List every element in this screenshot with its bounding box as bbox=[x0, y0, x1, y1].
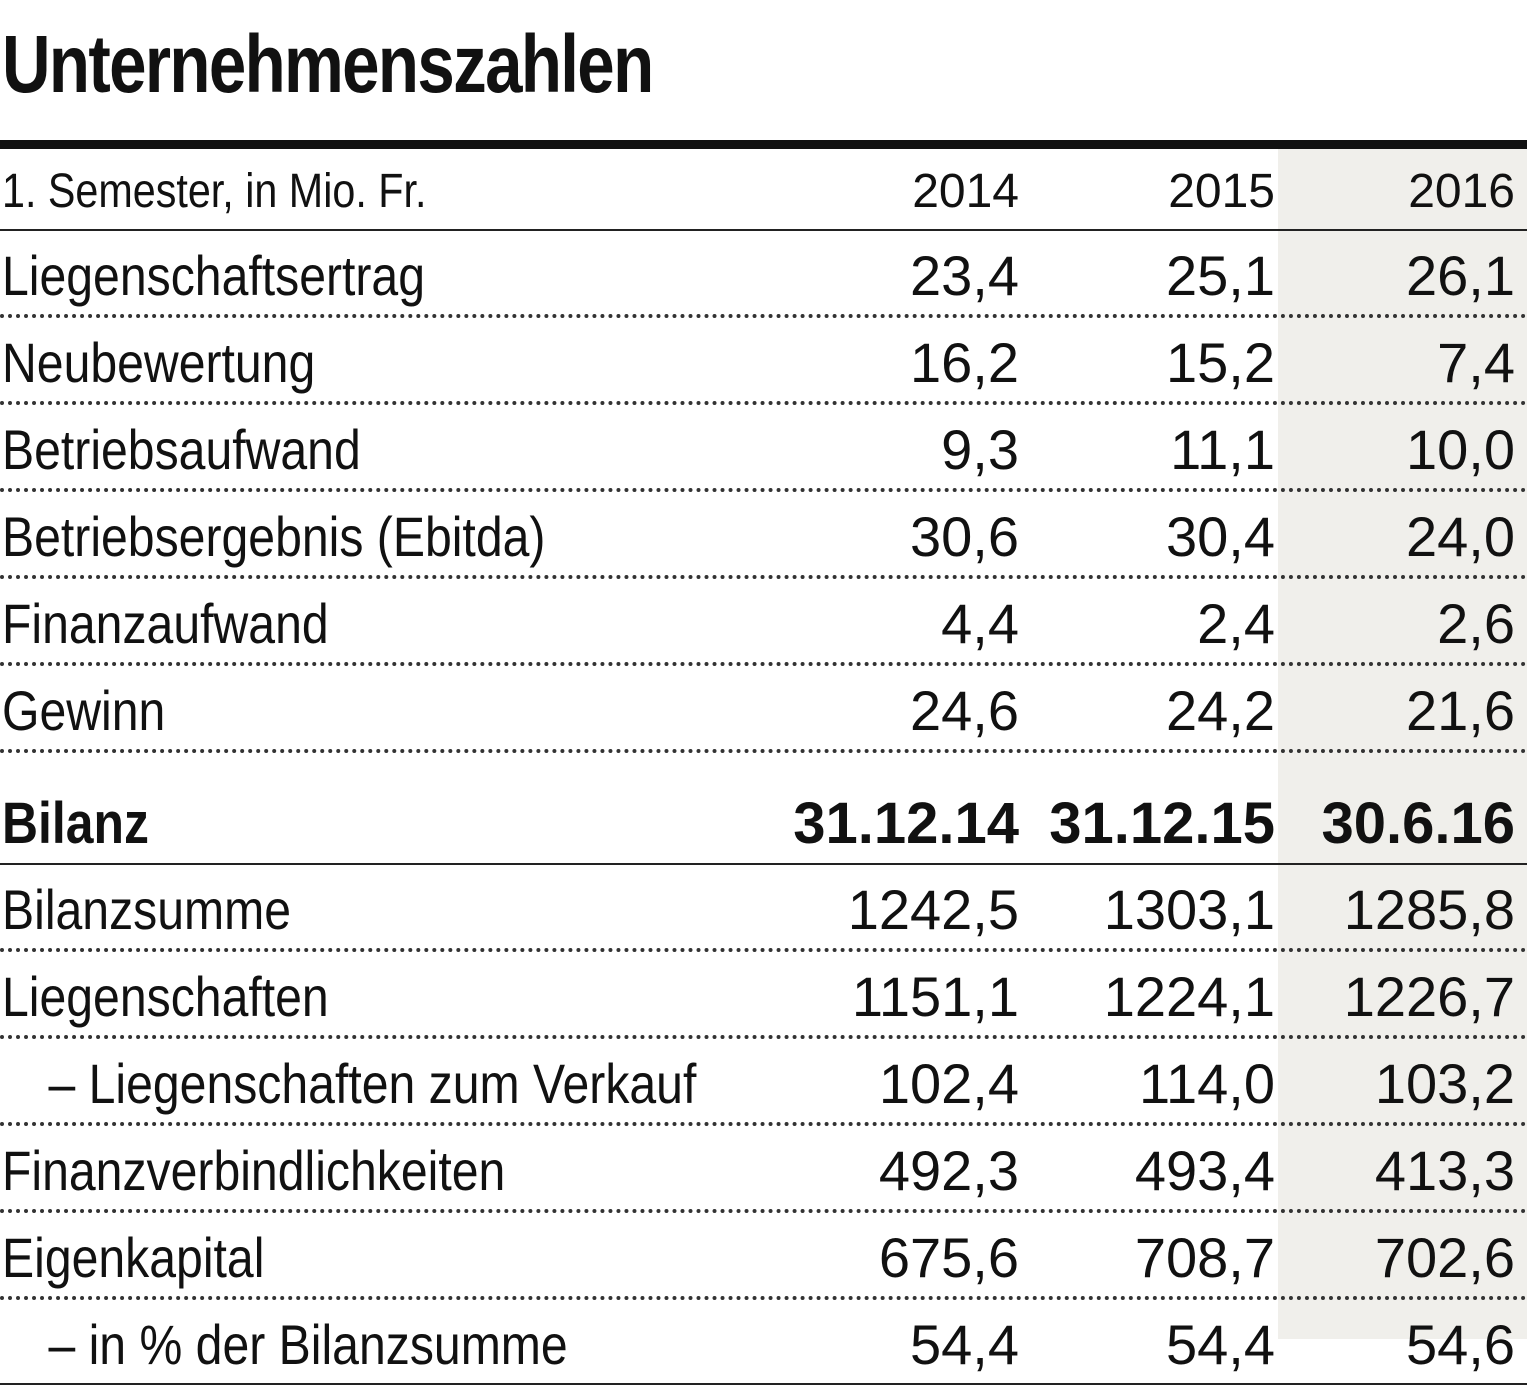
table-row: Liegenschaften 1151,1 1224,1 1226,7 bbox=[0, 952, 1527, 1039]
section-gap bbox=[0, 753, 1527, 778]
row-label: Liegenschaften bbox=[2, 965, 329, 1028]
row-value: 103,2 bbox=[1374, 1052, 1515, 1115]
row-value: 25,1 bbox=[1166, 244, 1275, 307]
top-rule bbox=[0, 140, 1527, 149]
row-value: 24,2 bbox=[1166, 679, 1275, 742]
row-value: 54,6 bbox=[1406, 1313, 1515, 1376]
row-label: Bilanzsumme bbox=[2, 878, 292, 941]
bilanz-label: Bilanz bbox=[2, 791, 149, 856]
highlight-column-2016 bbox=[1278, 149, 1527, 1339]
row-label: Liegenschaftsertrag bbox=[2, 244, 425, 307]
row-value: 702,6 bbox=[1374, 1226, 1515, 1289]
row-label: Betriebsergebnis (Ebitda) bbox=[2, 505, 546, 568]
figures-table: 1. Semester, in Mio. Fr. 2014 2015 2016 … bbox=[0, 149, 1527, 1385]
row-value: 1151,1 bbox=[851, 965, 1019, 1028]
row-value: 30,4 bbox=[1166, 505, 1275, 568]
table-row: Eigenkapital 675,6 708,7 702,6 bbox=[0, 1213, 1527, 1300]
bilanz-header-row: Bilanz 31.12.14 31.12.15 30.6.16 bbox=[0, 778, 1527, 865]
row-value: 1303,1 bbox=[1103, 878, 1275, 941]
header-col-2016: 2016 bbox=[1408, 165, 1515, 218]
table-row: Betriebsergebnis (Ebitda) 30,6 30,4 24,0 bbox=[0, 492, 1527, 579]
row-value: 493,4 bbox=[1134, 1139, 1275, 1202]
table-row: Liegenschaftsertrag 23,4 25,1 26,1 bbox=[0, 231, 1527, 318]
bilanz-col-1: 31.12.14 bbox=[793, 791, 1019, 856]
row-value: 708,7 bbox=[1134, 1226, 1275, 1289]
row-value: 23,4 bbox=[910, 244, 1019, 307]
row-value: 1242,5 bbox=[847, 878, 1019, 941]
row-value: 114,0 bbox=[1139, 1052, 1275, 1115]
table-row: Gewinn 24,6 24,2 21,6 bbox=[0, 666, 1527, 753]
row-value: 24,0 bbox=[1406, 505, 1515, 568]
row-label: Eigenkapital bbox=[2, 1226, 265, 1289]
row-label: – Liegenschaften zum Verkauf bbox=[48, 1052, 697, 1115]
table-row: Neubewertung 16,2 15,2 7,4 bbox=[0, 318, 1527, 405]
row-value: 102,4 bbox=[878, 1052, 1019, 1115]
row-value: 54,4 bbox=[1166, 1313, 1275, 1376]
row-value: 54,4 bbox=[910, 1313, 1019, 1376]
row-value: 2,6 bbox=[1437, 592, 1515, 655]
row-value: 1285,8 bbox=[1343, 878, 1515, 941]
row-value: 11,1 bbox=[1170, 418, 1275, 481]
row-value: 413,3 bbox=[1374, 1139, 1515, 1202]
table-row: – in % der Bilanzsumme 54,4 54,4 54,6 bbox=[0, 1300, 1527, 1385]
row-label: Finanzaufwand bbox=[2, 592, 329, 655]
table-title: Unternehmenszahlen bbox=[2, 19, 654, 110]
row-value: 4,4 bbox=[941, 592, 1019, 655]
row-value: 21,6 bbox=[1406, 679, 1515, 742]
row-value: 675,6 bbox=[878, 1226, 1019, 1289]
row-label: Gewinn bbox=[2, 679, 166, 742]
table-row: Bilanzsumme 1242,5 1303,1 1285,8 bbox=[0, 865, 1527, 952]
row-value: 26,1 bbox=[1406, 244, 1515, 307]
header-row: 1. Semester, in Mio. Fr. 2014 2015 2016 bbox=[0, 149, 1527, 231]
table-row: Betriebsaufwand 9,3 11,1 10,0 bbox=[0, 405, 1527, 492]
row-value: 1224,1 bbox=[1103, 965, 1275, 1028]
row-label: – in % der Bilanzsumme bbox=[48, 1313, 568, 1376]
row-value: 1226,7 bbox=[1343, 965, 1515, 1028]
row-value: 30,6 bbox=[910, 505, 1019, 568]
row-label: Finanzverbindlichkeiten bbox=[2, 1139, 506, 1202]
row-value: 16,2 bbox=[910, 331, 1019, 394]
table-row: – Liegenschaften zum Verkauf 102,4 114,0… bbox=[0, 1039, 1527, 1126]
row-label: Betriebsaufwand bbox=[2, 418, 361, 481]
row-value: 15,2 bbox=[1166, 331, 1275, 394]
header-col-2014: 2014 bbox=[912, 165, 1019, 218]
bilanz-col-3: 30.6.16 bbox=[1321, 791, 1515, 856]
bilanz-col-2: 31.12.15 bbox=[1049, 791, 1275, 856]
row-value: 10,0 bbox=[1406, 418, 1515, 481]
header-label: 1. Semester, in Mio. Fr. bbox=[2, 165, 427, 218]
row-label: Neubewertung bbox=[2, 331, 316, 394]
row-value: 24,6 bbox=[910, 679, 1019, 742]
row-value: 7,4 bbox=[1437, 331, 1515, 394]
row-value: 492,3 bbox=[878, 1139, 1019, 1202]
row-value: 9,3 bbox=[941, 418, 1019, 481]
table-row: Finanzaufwand 4,4 2,4 2,6 bbox=[0, 579, 1527, 666]
header-col-2015: 2015 bbox=[1168, 165, 1275, 218]
table-row: Finanzverbindlichkeiten 492,3 493,4 413,… bbox=[0, 1126, 1527, 1213]
row-value: 2,4 bbox=[1197, 592, 1275, 655]
